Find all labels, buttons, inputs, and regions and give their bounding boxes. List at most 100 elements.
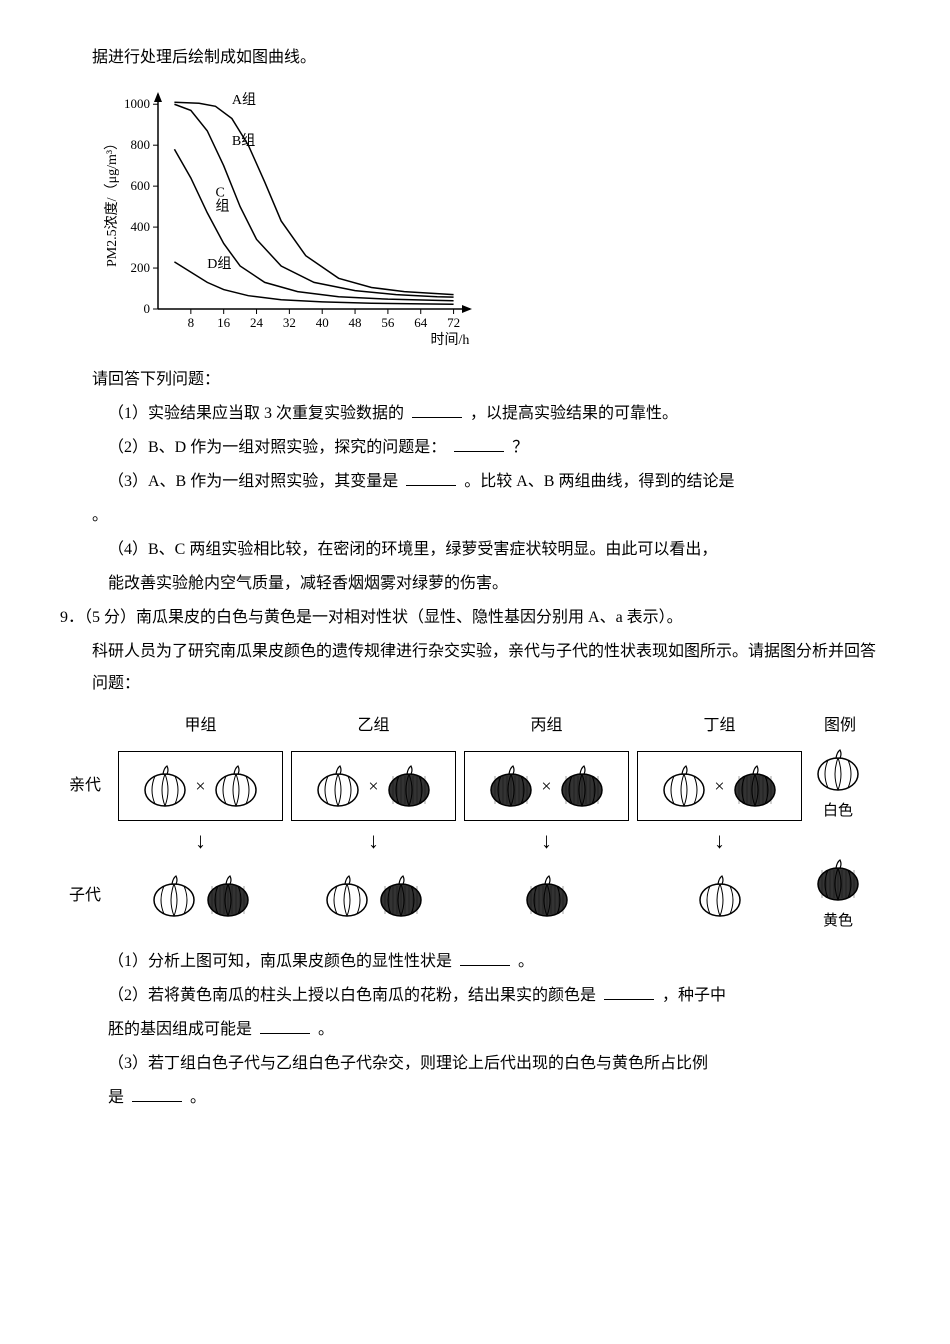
bing-arrow: ↓ [464, 830, 629, 852]
svg-text:48: 48 [349, 315, 362, 330]
svg-text:C: C [215, 185, 224, 200]
cross-symbol: × [195, 768, 205, 804]
svg-text:600: 600 [131, 178, 151, 193]
parent-label: 亲代 [60, 770, 110, 802]
pumpkin-yellow-icon [204, 872, 252, 920]
yi-parents: × [291, 751, 456, 821]
legend-yellow-label: 黄色 [823, 906, 853, 936]
svg-text:24: 24 [250, 315, 263, 330]
jia-arrow: ↓ [118, 830, 283, 852]
group-headers: 甲组 乙组 丙组 丁组 图例 [118, 710, 890, 742]
pm25-chart-svg: 0200400600800100081624324048566472PM2.5浓… [100, 84, 480, 354]
q9-sub-2a: （2）若将黄色南瓜的柱头上授以白色南瓜的花粉，结出果实的颜色是 ，种子中 [60, 980, 890, 1012]
q1-text-a: （1）实验结果应当取 3 次重复实验数据的 [108, 405, 404, 422]
svg-text:56: 56 [381, 315, 395, 330]
ding-arrow: ↓ [637, 830, 802, 852]
pm25-chart: 0200400600800100081624324048566472PM2.5浓… [100, 84, 890, 354]
pumpkin-yellow-icon [731, 762, 779, 810]
svg-text:800: 800 [131, 137, 151, 152]
q2-text-a: （2）B、D 作为一组对照实验，探究的问题是： [108, 439, 446, 456]
q9-2-d: 。 [318, 1021, 334, 1038]
sub-question-2: （2）B、D 作为一组对照实验，探究的问题是： ？ [60, 432, 890, 464]
svg-text:D组: D组 [207, 256, 231, 272]
q9-text-2: 科研人员为了研究南瓜果皮颜色的遗传规律进行杂交实验，亲代与子代的性状表现如图所示… [60, 636, 890, 700]
svg-text:0: 0 [144, 301, 151, 316]
q3-text-a: （3）A、B 作为一组对照实验，其变量是 [108, 473, 398, 490]
svg-text:40: 40 [316, 315, 329, 330]
pumpkin-yellow-icon [558, 762, 606, 810]
q3-text-c: 。 [60, 500, 890, 532]
parent-row: 亲代 × × × × 白色 [60, 746, 890, 826]
q9-3-blank[interactable] [132, 1086, 182, 1102]
cross-symbol: × [368, 768, 378, 804]
jia-parents: × [118, 751, 283, 821]
bing-parents: × [464, 751, 629, 821]
svg-text:PM2.5浓度/（μg/m³）: PM2.5浓度/（μg/m³） [104, 136, 120, 267]
q3-text-b: 。比较 A、B 两组曲线，得到的结论是 [464, 473, 734, 490]
pumpkin-white-icon [660, 762, 708, 810]
q1-blank[interactable] [412, 402, 462, 418]
pumpkin-yellow-icon [523, 872, 571, 920]
q9-text-1: 南瓜果皮的白色与黄色是一对相对性状（显性、隐性基因分别用 A、a 表示）。 [136, 609, 683, 626]
ding-parents: × [637, 751, 802, 821]
question-intro: 请回答下列问题： [60, 364, 890, 396]
q9-sub-1: （1）分析上图可知，南瓜果皮颜色的显性性状是 。 [60, 946, 890, 978]
group-title-bing: 丙组 [464, 710, 629, 742]
svg-text:B组: B组 [232, 133, 255, 149]
pumpkin-yellow-icon [814, 856, 862, 904]
sub-question-3: （3）A、B 作为一组对照实验，其变量是 。比较 A、B 两组曲线，得到的结论是 [60, 466, 890, 498]
q9-1-blank[interactable] [460, 950, 510, 966]
cross-symbol: × [714, 768, 724, 804]
q9-2-c: 胚的基因组成可能是 [108, 1021, 252, 1038]
intro-continuation: 据进行处理后绘制成如图曲线。 [60, 42, 890, 74]
q9-2-blank-2[interactable] [260, 1018, 310, 1034]
pumpkin-white-icon [150, 872, 198, 920]
arrow-row: ↓ ↓ ↓ ↓ [60, 830, 890, 852]
svg-text:1000: 1000 [124, 96, 150, 111]
group-title-jia: 甲组 [118, 710, 283, 742]
q9-sub-2b: 胚的基因组成可能是 。 [60, 1014, 890, 1046]
q9-sub-3b: 是 。 [60, 1082, 890, 1114]
ding-offspring [637, 861, 802, 931]
q9-1-a: （1）分析上图可知，南瓜果皮颜色的显性性状是 [108, 953, 452, 970]
pumpkin-white-icon [814, 746, 862, 794]
svg-text:72: 72 [447, 315, 460, 330]
pumpkin-yellow-icon [487, 762, 535, 810]
svg-text:32: 32 [283, 315, 296, 330]
q2-text-b: ？ [512, 439, 528, 456]
svg-text:时间/h: 时间/h [431, 332, 470, 348]
legend-white-label: 白色 [823, 796, 853, 826]
q9-3-c: 。 [190, 1089, 206, 1106]
offspring-row: 子代 黄色 [60, 856, 890, 936]
group-title-yi: 乙组 [291, 710, 456, 742]
svg-text:200: 200 [131, 260, 151, 275]
pumpkin-white-icon [323, 872, 371, 920]
q3-blank-1[interactable] [406, 470, 456, 486]
bing-offspring [464, 861, 629, 931]
legend-yellow-block: 黄色 [814, 856, 862, 936]
cross-symbol: × [541, 768, 551, 804]
q9-3-b: 是 [108, 1089, 124, 1106]
q9-2-blank-1[interactable] [604, 984, 654, 1000]
q9-number: 9．（5 分） [60, 609, 136, 626]
yi-offspring [291, 861, 456, 931]
jia-offspring [118, 861, 283, 931]
pumpkin-white-icon [314, 762, 362, 810]
svg-text:组: 组 [215, 198, 229, 214]
svg-text:A组: A组 [232, 92, 256, 108]
sub-question-1: （1）实验结果应当取 3 次重复实验数据的 ，以提高实验结果的可靠性。 [60, 398, 890, 430]
pumpkin-white-icon [141, 762, 189, 810]
pumpkin-white-icon [212, 762, 260, 810]
q9-1-b: 。 [518, 953, 534, 970]
pumpkin-yellow-icon [377, 872, 425, 920]
svg-text:400: 400 [131, 219, 151, 234]
sub-question-4b: 能改善实验舱内空气质量，减轻香烟烟雾对绿萝的伤害。 [60, 568, 890, 600]
q2-blank[interactable] [454, 436, 504, 452]
genetics-diagram: 甲组 乙组 丙组 丁组 图例 亲代 × × × × 白色 ↓ ↓ ↓ ↓ 子代 … [60, 710, 890, 936]
q1-text-b: ，以提高实验结果的可靠性。 [470, 405, 678, 422]
legend-title: 图例 [810, 710, 870, 742]
offspring-label: 子代 [60, 880, 110, 912]
pumpkin-yellow-icon [385, 762, 433, 810]
svg-text:64: 64 [414, 315, 428, 330]
q9-2-b: ，种子中 [662, 987, 726, 1004]
